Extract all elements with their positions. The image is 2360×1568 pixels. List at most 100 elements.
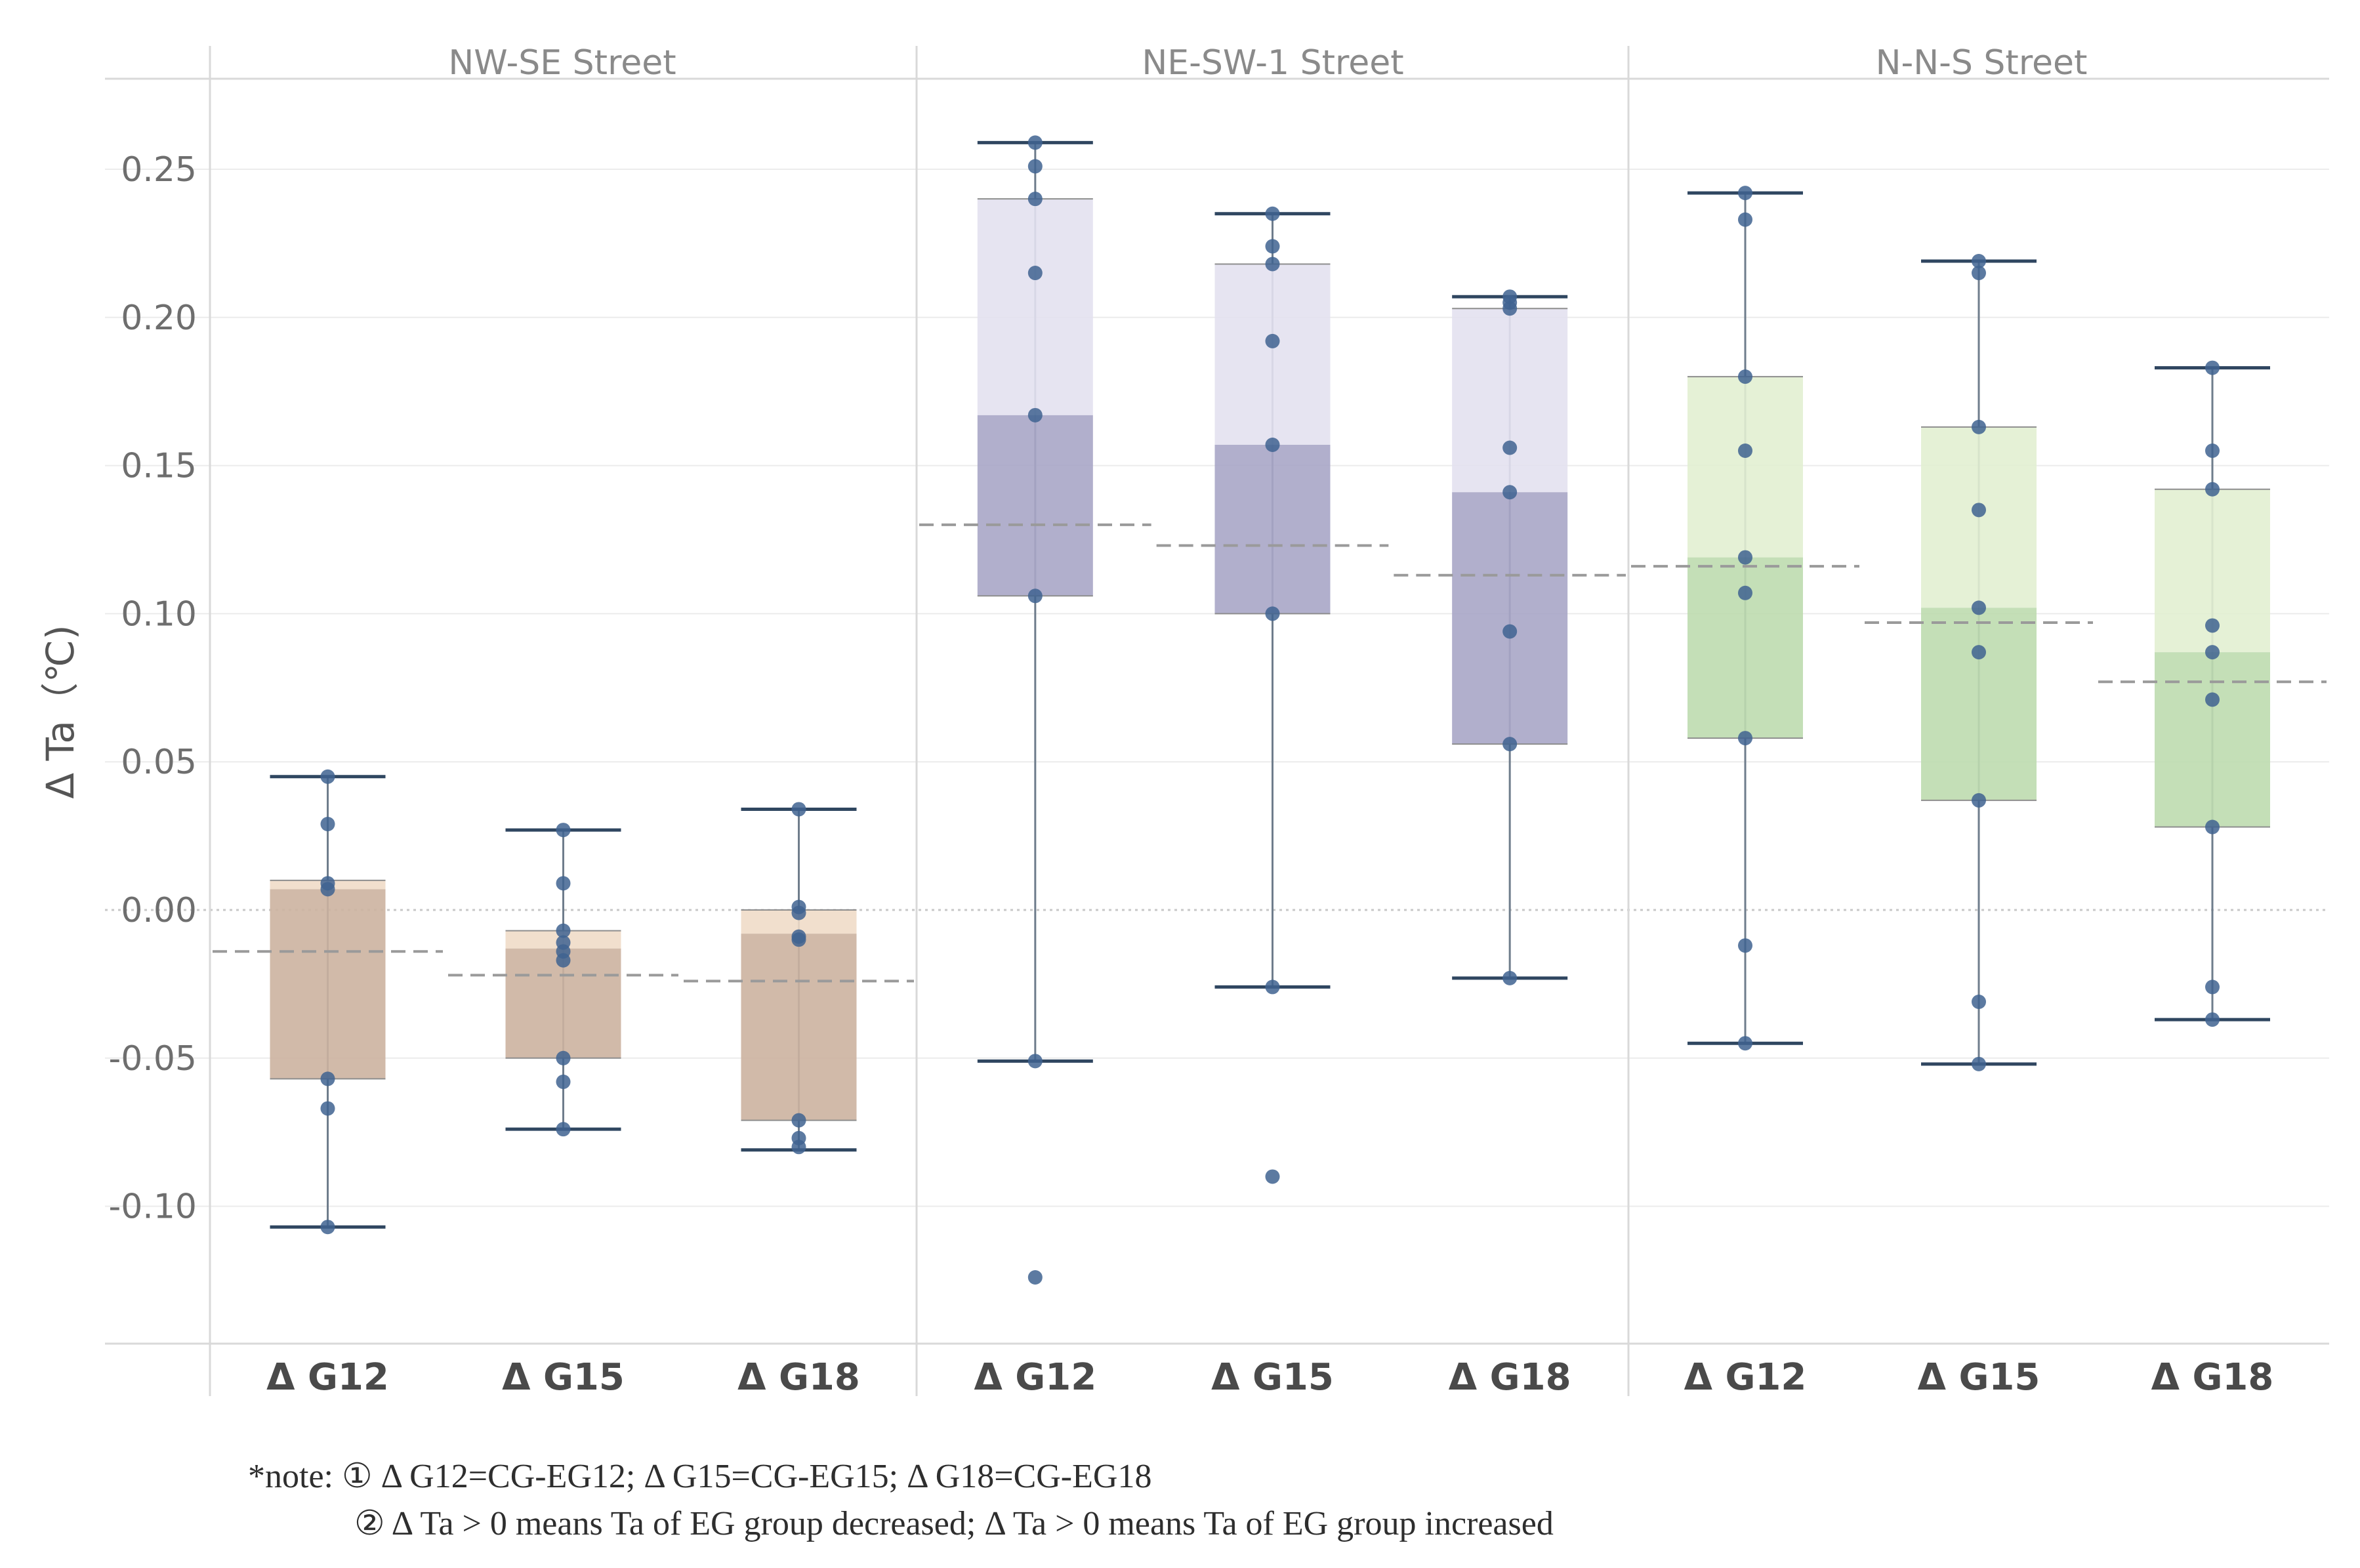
data-point: [1972, 419, 1986, 434]
y-tick-label: 0.25: [121, 150, 197, 190]
box-lower-half: [741, 934, 857, 1121]
data-point: [1738, 212, 1752, 227]
panel-title-nw-se: NW-SE Street: [448, 43, 676, 83]
y-tick-label: 0.10: [121, 594, 197, 634]
data-point: [320, 817, 335, 832]
data-point: [1027, 135, 1043, 150]
data-point: [1972, 600, 1986, 615]
data-point: [1027, 159, 1043, 174]
box-2-1: [919, 135, 1151, 1285]
data-point: [1738, 938, 1752, 953]
x-category-label: Δ G18: [1449, 1356, 1571, 1399]
data-point: [2205, 980, 2220, 995]
box-lower-half: [1921, 608, 2037, 800]
box-1-2: [448, 823, 678, 1137]
box-3-1: [1631, 186, 1859, 1051]
box-1-1: [213, 769, 443, 1235]
box-upper-half: [1687, 377, 1803, 558]
data-point: [2205, 444, 2220, 459]
box-upper-half: [1214, 264, 1331, 445]
data-point: [791, 802, 806, 817]
data-point: [1738, 585, 1752, 600]
data-point: [2205, 1012, 2220, 1027]
box-1-3: [684, 802, 914, 1155]
data-point: [791, 1113, 806, 1128]
data-point: [2205, 360, 2220, 375]
data-point: [2205, 692, 2220, 707]
data-point: [1027, 1269, 1043, 1285]
data-point: [1502, 737, 1518, 752]
y-tick-label: 0.15: [121, 447, 197, 486]
data-point: [556, 1050, 571, 1065]
panel-title-n-n-s: N-N-S Street: [1876, 43, 2088, 83]
panel-title-ne-sw-1: NE-SW-1 Street: [1142, 43, 1403, 83]
data-point: [1738, 444, 1752, 459]
data-point: [320, 769, 335, 784]
box-lower-half: [2155, 652, 2270, 827]
box-lower-half: [1214, 444, 1331, 614]
data-point: [556, 876, 571, 891]
data-point: [1265, 333, 1280, 348]
box-upper-half: [977, 199, 1093, 415]
x-category-label: Δ G12: [974, 1356, 1096, 1399]
data-point: [1972, 253, 1986, 268]
box-lower-half: [270, 889, 386, 1079]
x-category-label: Δ G18: [737, 1356, 860, 1399]
data-point: [1265, 257, 1280, 272]
data-point: [1972, 994, 1986, 1009]
data-point: [1972, 503, 1986, 518]
y-axis-ticks: 0.25 0.20 0.15 0.10 0.05 0.00 -0.05 -0.10: [108, 150, 197, 1227]
panel-titles: NW-SE Street NE-SW-1 Street N-N-S Street: [448, 43, 2087, 83]
panel-frame: [105, 46, 2329, 1396]
box-3-2: [1865, 253, 2093, 1071]
x-category-label: Δ G15: [502, 1356, 625, 1399]
box-upper-half: [1921, 426, 2037, 608]
box-3-3: [2098, 360, 2327, 1027]
box-lower-half: [977, 415, 1093, 596]
data-point: [1738, 186, 1752, 201]
note-line-2: ② Δ Ta > 0 means Ta of EG group decrease…: [354, 1505, 1554, 1542]
data-point: [2205, 482, 2220, 497]
box-2-2: [1156, 206, 1389, 1184]
data-point: [1265, 437, 1280, 452]
box-lower-half: [1687, 557, 1803, 739]
note-line-1: *note: ① Δ G12=CG-EG12; Δ G15=CG-EG15; Δ…: [248, 1458, 1152, 1495]
data-point: [320, 1101, 335, 1116]
data-point: [1972, 1056, 1986, 1071]
data-point: [1972, 266, 1986, 281]
y-tick-label: -0.10: [108, 1187, 197, 1227]
data-point: [320, 1071, 335, 1086]
data-point: [556, 923, 571, 938]
y-tick-label: 0.00: [121, 891, 197, 930]
data-point: [1972, 645, 1986, 660]
data-point: [1502, 624, 1518, 639]
data-point: [791, 905, 806, 920]
data-point: [320, 1220, 335, 1235]
box-upper-half: [1452, 308, 1568, 493]
data-point: [1502, 970, 1518, 985]
box-2-3: [1394, 289, 1626, 985]
x-category-label: Δ G12: [266, 1356, 389, 1399]
data-point: [1502, 301, 1518, 316]
data-point: [1972, 793, 1986, 808]
x-axis-category-labels: Δ G12 Δ G15 Δ G18 Δ G12 Δ G15 Δ G18 Δ G12 Δ G15…: [266, 1356, 2273, 1399]
data-point: [556, 953, 571, 968]
y-axis-title: Δ Ta（℃): [38, 625, 83, 798]
data-point: [320, 882, 335, 897]
data-point: [2205, 618, 2220, 633]
data-point: [2205, 645, 2220, 660]
box-lower-half: [1452, 492, 1568, 745]
data-point: [556, 823, 571, 838]
data-point: [1738, 369, 1752, 384]
data-point: [1265, 206, 1280, 221]
data-point: [1265, 1169, 1280, 1184]
data-point: [1027, 266, 1043, 281]
data-point: [1027, 1054, 1043, 1069]
data-point: [791, 1140, 806, 1155]
data-point: [556, 1122, 571, 1137]
data-point: [1738, 731, 1752, 746]
data-point: [1027, 588, 1043, 604]
x-category-label: Δ G15: [1918, 1356, 2040, 1399]
data-point: [1265, 980, 1280, 995]
